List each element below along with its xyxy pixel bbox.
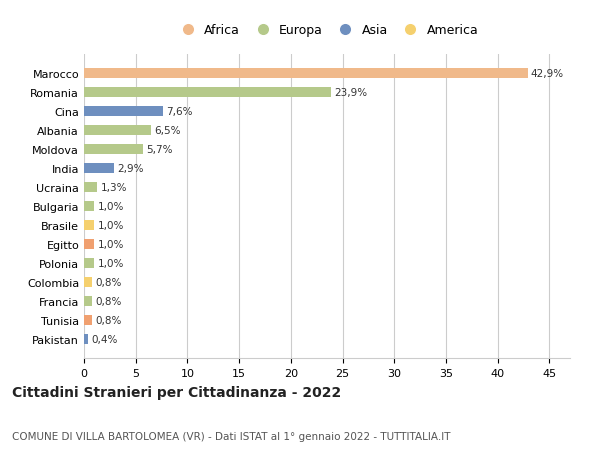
Text: 1,0%: 1,0% [97, 220, 124, 230]
Bar [84, 145, 143, 155]
Bar [84, 296, 92, 307]
Text: 23,9%: 23,9% [334, 88, 367, 98]
Text: 0,8%: 0,8% [95, 296, 122, 306]
Text: 42,9%: 42,9% [531, 69, 564, 79]
Text: 1,0%: 1,0% [97, 240, 124, 249]
Bar [84, 69, 527, 79]
Text: 1,0%: 1,0% [97, 202, 124, 212]
Bar [84, 220, 94, 231]
Text: 0,4%: 0,4% [91, 334, 118, 344]
Text: 1,3%: 1,3% [101, 183, 127, 193]
Text: 0,8%: 0,8% [95, 315, 122, 325]
Bar [84, 182, 97, 193]
Text: 0,8%: 0,8% [95, 277, 122, 287]
Text: 6,5%: 6,5% [154, 126, 181, 136]
Bar [84, 277, 92, 287]
Bar [84, 88, 331, 98]
Bar [84, 106, 163, 117]
Bar [84, 163, 114, 174]
Text: 1,0%: 1,0% [97, 258, 124, 269]
Text: 7,6%: 7,6% [166, 107, 192, 117]
Legend: Africa, Europa, Asia, America: Africa, Europa, Asia, America [173, 22, 481, 40]
Text: 5,7%: 5,7% [146, 145, 173, 155]
Text: Cittadini Stranieri per Cittadinanza - 2022: Cittadini Stranieri per Cittadinanza - 2… [12, 386, 341, 399]
Bar [84, 334, 88, 344]
Bar [84, 202, 94, 212]
Text: COMUNE DI VILLA BARTOLOMEA (VR) - Dati ISTAT al 1° gennaio 2022 - TUTTITALIA.IT: COMUNE DI VILLA BARTOLOMEA (VR) - Dati I… [12, 431, 451, 441]
Text: 2,9%: 2,9% [117, 164, 143, 174]
Bar [84, 315, 92, 325]
Bar [84, 239, 94, 250]
Bar [84, 258, 94, 269]
Bar [84, 126, 151, 136]
